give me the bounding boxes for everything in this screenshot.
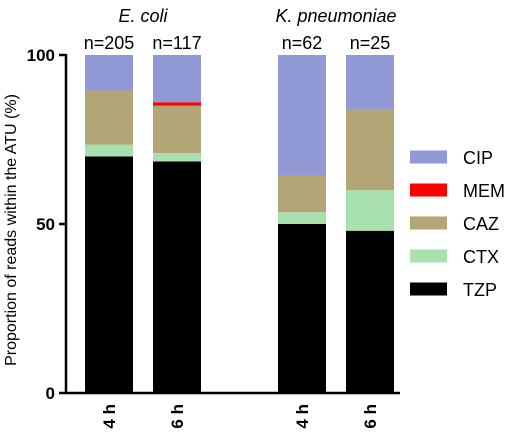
x-tick-label: 4 h (293, 404, 312, 429)
y-tick-label: 100 (27, 46, 55, 65)
bar-segment-ctx-1 (85, 144, 133, 157)
x-tick-label: 6 h (168, 404, 187, 429)
legend-label-cip: CIP (463, 148, 493, 168)
bar-segment-cip-1 (85, 55, 133, 91)
group-title: E. coli (118, 6, 168, 26)
bar-segment-caz-1 (85, 90, 133, 145)
legend-label-tzp: TZP (463, 280, 497, 300)
y-tick-label: 0 (46, 384, 55, 403)
bar-segment-caz-3 (278, 174, 326, 213)
bar-segment-caz-2 (153, 105, 201, 154)
y-tick-label: 50 (36, 215, 55, 234)
bars-layer (85, 55, 394, 393)
bar-segment-tzp-2 (153, 161, 201, 393)
axes-layer (59, 53, 400, 395)
bar-segment-caz-4 (346, 109, 394, 191)
bar-segment-ctx-3 (278, 212, 326, 224)
n-label: n=117 (152, 33, 201, 53)
y-axis-label: Proportion of reads within the ATU (%) (3, 94, 20, 366)
bar-segment-ctx-2 (153, 153, 201, 162)
legend-swatch-tzp (410, 282, 447, 296)
legend-label-ctx: CTX (463, 247, 499, 267)
bar-segment-ctx-4 (346, 190, 394, 231)
n-label: n=62 (282, 33, 323, 53)
legend-swatch-cip (410, 150, 447, 164)
bar-segment-mem-2 (153, 102, 201, 106)
legend-label-mem: MEM (463, 181, 505, 201)
labels-layer: 0 50 100 Proportion of reads within the ATU… (3, 6, 397, 429)
legend-swatch-caz (410, 216, 447, 230)
legend: CIP MEM CAZ CTX TZP (410, 148, 505, 300)
group-title: K. pneumoniae (275, 6, 396, 26)
bar-segment-cip-2 (153, 55, 201, 103)
bar-segment-cip-3 (278, 55, 326, 175)
bar-segment-tzp-4 (346, 230, 394, 393)
bar-segment-tzp-1 (85, 156, 133, 393)
legend-label-caz: CAZ (463, 214, 499, 234)
x-tick-label: 6 h (361, 404, 380, 429)
legend-swatch-mem (410, 183, 447, 197)
bar-segment-tzp-3 (278, 224, 326, 393)
n-label: n=205 (84, 33, 135, 53)
x-tick-label: 4 h (100, 404, 119, 429)
n-label: n=25 (350, 33, 391, 53)
bar-segment-cip-4 (346, 55, 394, 110)
legend-swatch-ctx (410, 249, 447, 263)
